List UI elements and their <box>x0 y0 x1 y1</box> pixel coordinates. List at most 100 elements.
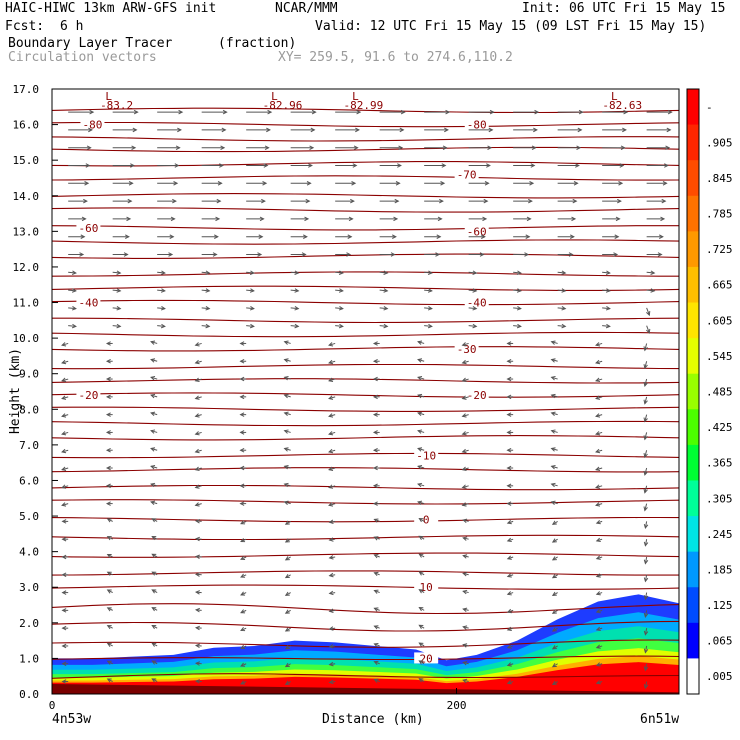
vector-head <box>194 342 200 347</box>
vector-head <box>283 393 289 399</box>
vector-head <box>393 216 399 222</box>
contour-label: 20 <box>420 652 433 665</box>
vector-head <box>595 537 601 543</box>
vector-arrow <box>379 307 388 310</box>
vector-head <box>561 288 567 293</box>
x-start-label: 4n53w <box>52 712 92 727</box>
vector-head <box>123 252 129 257</box>
y-tick-label: 6.0 <box>19 474 39 487</box>
colorbar-swatch <box>687 480 699 517</box>
low-marker-value: -82.96 <box>263 99 303 112</box>
vector-head <box>348 216 354 222</box>
vector-head <box>568 252 574 257</box>
vector-head <box>214 234 219 239</box>
vector-head <box>71 288 77 293</box>
vector-head <box>550 500 556 505</box>
vector-head <box>461 431 467 436</box>
vector-head <box>551 574 557 579</box>
contour-line <box>51 435 680 441</box>
vector-head <box>506 376 512 382</box>
y-axis-label: Height (km) <box>8 347 23 435</box>
vector-head <box>328 484 334 489</box>
vector-head <box>328 661 334 667</box>
vector-head <box>194 431 200 436</box>
vector-head <box>643 666 649 672</box>
vector-head <box>595 377 601 383</box>
vector-head <box>150 500 156 505</box>
vector-head <box>506 555 512 560</box>
vector-head <box>643 559 649 565</box>
vector-arrow <box>557 271 566 274</box>
vector-head <box>284 680 290 685</box>
vector-head <box>151 518 157 523</box>
vector-head <box>417 393 423 399</box>
contour-line <box>52 317 680 324</box>
vector-head <box>133 109 139 115</box>
vector-head <box>373 518 379 523</box>
vector-head <box>397 163 402 168</box>
vector-arrow <box>646 307 650 316</box>
vector-head <box>662 181 668 186</box>
vector-head <box>442 145 448 150</box>
contour-label-bg <box>464 225 489 237</box>
contour-line <box>51 552 680 558</box>
vector-head <box>488 127 494 133</box>
contour-line <box>51 363 680 370</box>
vector-head <box>347 234 353 239</box>
vector-head <box>194 395 200 400</box>
contour-line <box>51 161 680 167</box>
vector-head <box>550 482 556 488</box>
colorbar-label: .005 <box>706 670 733 683</box>
vector-head <box>308 163 313 168</box>
contour-line <box>51 570 679 576</box>
vector-head <box>194 413 200 418</box>
vector-head <box>506 644 512 649</box>
vector-arrow <box>157 289 165 292</box>
vector-head <box>328 644 334 649</box>
y-tick-label: 12.0 <box>13 261 40 274</box>
vector-head <box>398 145 404 150</box>
contour-label: 10 <box>420 581 433 594</box>
vector-head <box>205 270 211 275</box>
vector-head <box>551 591 557 597</box>
colorbar-swatch <box>687 266 699 304</box>
vector-head <box>240 609 246 614</box>
vector-head <box>106 607 112 612</box>
vector-arrow <box>468 325 477 327</box>
vector-head <box>529 181 535 186</box>
colorbar-swatch <box>687 231 699 268</box>
vector-head <box>526 216 532 222</box>
vector-head <box>461 502 467 507</box>
vector-head <box>462 678 468 684</box>
contour-line <box>51 136 680 142</box>
vector-arrow <box>246 307 254 310</box>
vector-head <box>239 465 245 471</box>
vector-head <box>309 145 315 150</box>
vector-head <box>83 198 88 204</box>
vector-head <box>435 252 441 257</box>
vector-head <box>619 163 625 168</box>
contour-label-bg <box>414 652 439 664</box>
vector-head <box>240 573 246 578</box>
vector-head <box>338 288 344 293</box>
vector-head <box>614 234 620 239</box>
vector-head <box>194 359 200 365</box>
vector-head <box>605 270 611 275</box>
vector-head <box>284 573 290 579</box>
contour-label-bg <box>464 389 489 401</box>
contour-line <box>51 285 680 291</box>
vector-head <box>643 648 649 654</box>
vector-head <box>373 571 379 577</box>
contour-line <box>51 146 680 153</box>
vector-head <box>84 181 90 186</box>
vector-head <box>106 660 112 665</box>
vector-head <box>373 660 379 666</box>
colorbar-label: .125 <box>706 599 733 612</box>
vector-head <box>618 181 624 186</box>
vector-head <box>356 109 362 115</box>
vector-head <box>373 643 379 648</box>
contour-label: -10 <box>416 450 436 463</box>
low-marker-letter: L <box>271 90 278 103</box>
vector-head <box>258 234 264 239</box>
vector-head <box>284 609 290 614</box>
